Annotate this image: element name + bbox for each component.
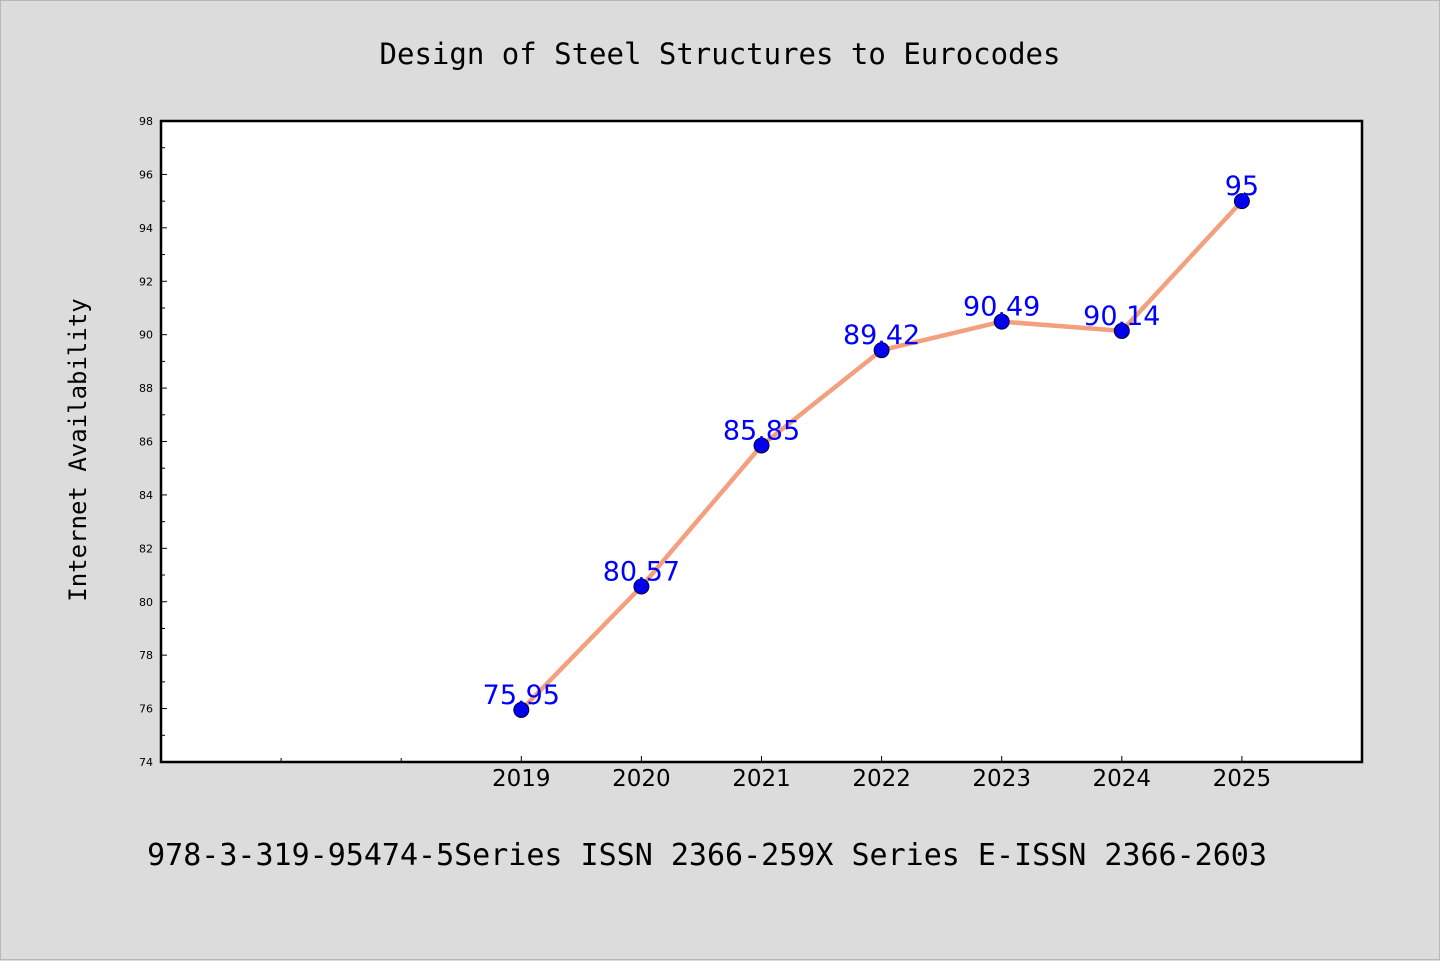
data-label: 95 [1225,171,1259,202]
series-line-group: 75.95 80.57 85.85 89.42 90.49 90.14 95 [483,171,1259,718]
y-tick-label: 94 [139,222,153,235]
y-tick-label: 84 [139,489,153,502]
y-tick-label: 92 [139,275,153,288]
y-tick-label: 96 [139,168,153,181]
data-label: 85.85 [723,416,800,447]
y-tick-label: 76 [139,703,153,716]
x-tick-label: 2020 [612,766,671,792]
y-axis-label: Internet Availability [64,298,92,601]
data-label: 90.49 [963,292,1040,323]
x-tick-label: 2019 [492,766,551,792]
data-point [873,342,890,359]
y-tick-label: 90 [139,329,153,342]
y-tick-label: 80 [139,596,153,609]
y-tick-label: 82 [139,542,153,555]
data-point [1113,322,1130,339]
y-tick-label: 88 [139,382,153,395]
y-tick-label: 98 [139,115,153,128]
data-point [1233,193,1250,210]
x-tick-label: 2024 [1093,766,1152,792]
x-tick-label: 2025 [1213,766,1272,792]
data-label: 90.14 [1083,301,1160,332]
chart-title: Design of Steel Structures to Eurocodes [380,37,1061,71]
y-tick-label: 74 [139,756,153,769]
x-tick-label: 2022 [852,766,911,792]
x-tick-label: 2021 [732,766,791,792]
data-point [513,701,530,718]
data-label: 75.95 [483,680,560,711]
x-axis: 2019 2020 2021 2022 2023 2024 2025 [280,756,1272,792]
y-axis: 74 76 78 80 82 84 86 88 90 92 94 96 98 [139,115,167,769]
data-point [993,313,1010,330]
y-tick-label: 78 [139,649,153,662]
footer-isbn-text: 978-3-319-95474-5Series ISSN 2366-259X S… [147,838,1267,873]
data-label: 89.42 [843,320,920,351]
data-point [753,437,770,454]
data-label: 80.57 [603,557,680,588]
x-tick-label: 2023 [972,766,1031,792]
data-point [633,578,650,595]
y-tick-label: 86 [139,436,153,449]
